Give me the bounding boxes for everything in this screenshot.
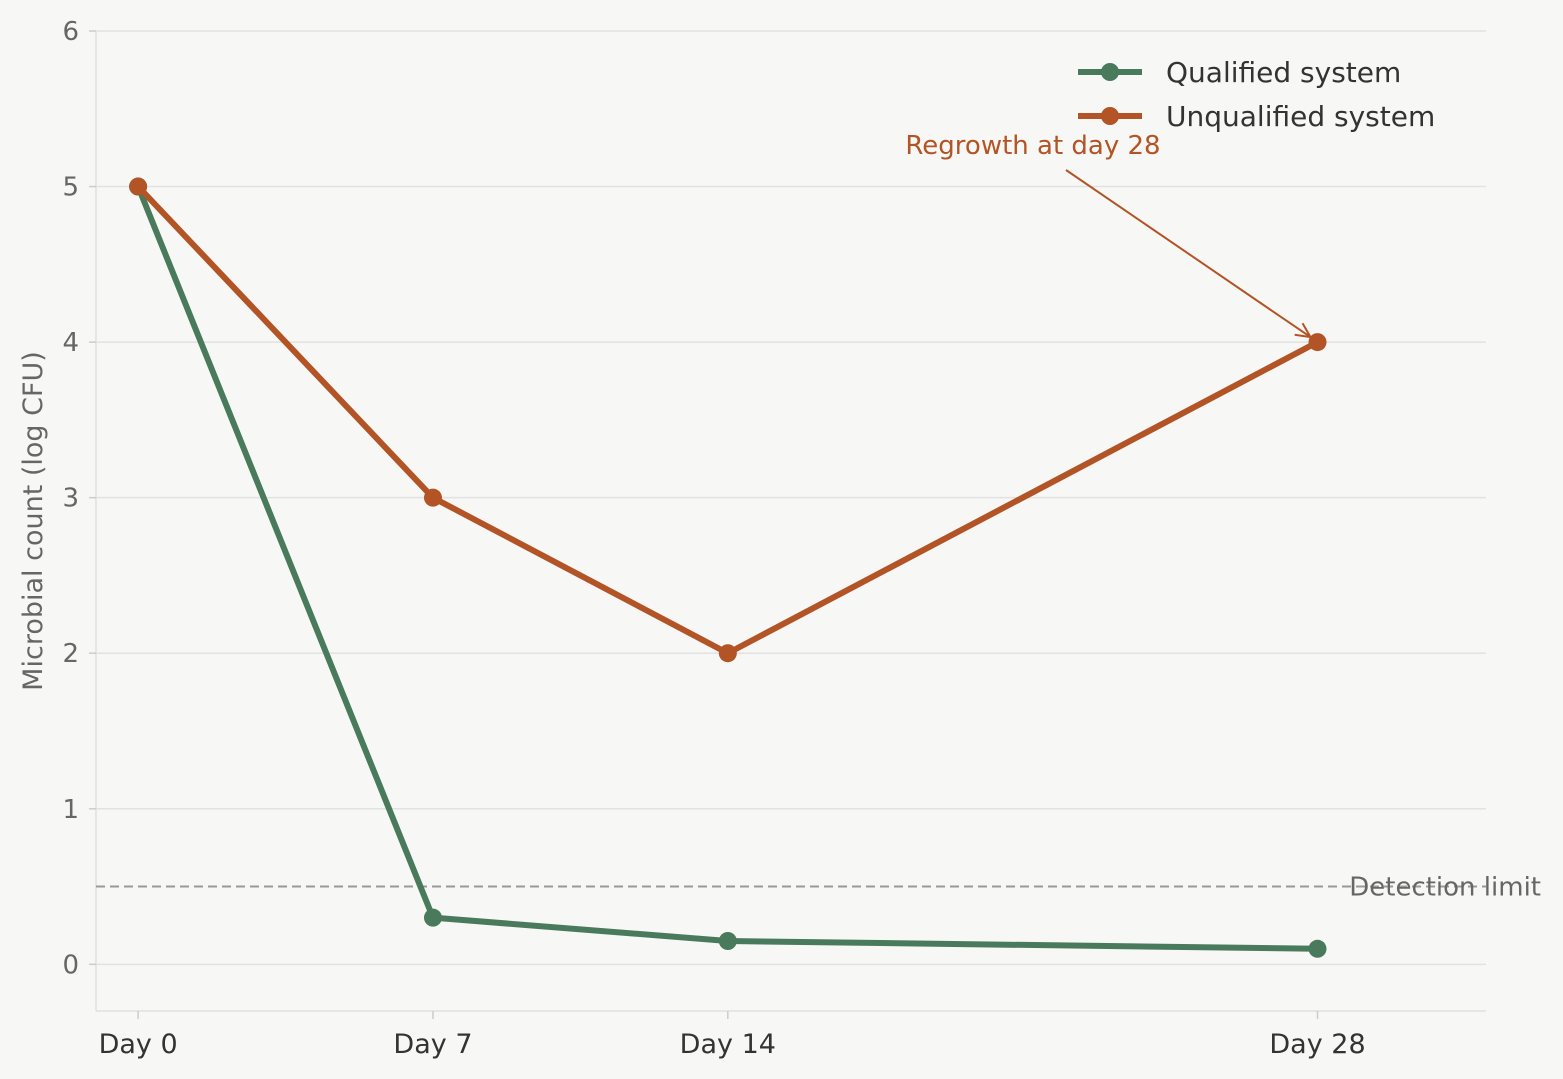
legend-label-1: Unqualified system xyxy=(1166,100,1435,133)
y-tick-label-5: 5 xyxy=(62,173,79,203)
data-point-1-0 xyxy=(129,177,148,196)
series-0 xyxy=(129,177,1327,958)
y-tick-label-6: 6 xyxy=(62,17,79,47)
y-tick-label-3: 3 xyxy=(62,484,79,514)
data-point-1-3 xyxy=(1308,333,1327,352)
data-point-0-3 xyxy=(1308,939,1327,958)
y-tick-label-0: 0 xyxy=(62,950,79,980)
detection-limit-label: Detection limit xyxy=(1349,873,1541,903)
legend-marker-0 xyxy=(1101,63,1119,81)
data-point-1-2 xyxy=(718,644,737,663)
detection-limit: Detection limit xyxy=(96,873,1541,903)
y-ticks: 0 1 2 3 4 5 6 xyxy=(62,17,96,980)
gridlines xyxy=(96,30,1486,966)
x-ticks: Day 0 Day 7 Day 14 Day 28 xyxy=(99,1011,1366,1060)
series-line-1 xyxy=(135,183,1321,657)
x-tick-label-0: Day 0 xyxy=(99,1029,178,1060)
data-point-1-1 xyxy=(423,488,442,507)
series-line-0 xyxy=(135,183,1321,952)
y-tick-label-1: 1 xyxy=(62,795,79,825)
data-point-0-2 xyxy=(718,932,737,950)
data-point-0-1 xyxy=(423,908,442,927)
annotation: Regrowth at day 28 xyxy=(905,131,1313,339)
annotation-text: Regrowth at day 28 xyxy=(905,131,1160,161)
series-group xyxy=(129,177,1327,958)
legend-marker-1 xyxy=(1101,107,1119,125)
annotation-arrow-head xyxy=(1294,322,1313,339)
x-tick-label-3: Day 28 xyxy=(1269,1029,1365,1060)
x-tick-label-2: Day 14 xyxy=(680,1029,776,1060)
y-axis-title: Microbial count (log CFU) xyxy=(18,351,49,691)
x-tick-label-1: Day 7 xyxy=(393,1029,472,1060)
axes xyxy=(95,31,1486,1012)
annotation-arrow-line xyxy=(1065,169,1312,338)
legend: Qualified system Unqualified system xyxy=(1078,56,1435,133)
series-1 xyxy=(129,177,1327,663)
y-tick-label-4: 4 xyxy=(62,328,79,358)
legend-label-0: Qualified system xyxy=(1166,56,1401,89)
y-tick-label-2: 2 xyxy=(62,639,79,669)
